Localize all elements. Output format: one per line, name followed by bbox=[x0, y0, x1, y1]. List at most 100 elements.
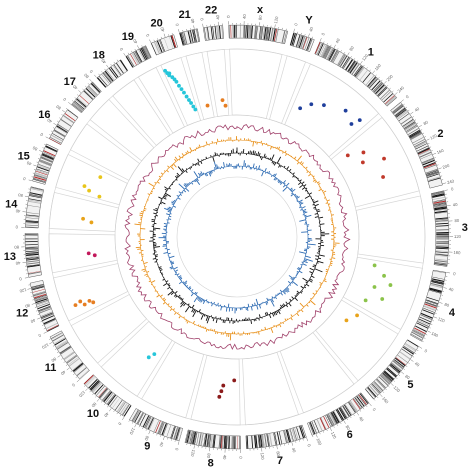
histogram-bar bbox=[200, 171, 204, 176]
band bbox=[424, 164, 437, 170]
band bbox=[290, 429, 294, 442]
tick bbox=[369, 403, 372, 407]
tick-marks: 0408012016020024004080120160200240040801… bbox=[14, 14, 462, 461]
band bbox=[196, 29, 200, 42]
band bbox=[198, 432, 202, 446]
band bbox=[133, 52, 140, 64]
histogram-bar bbox=[303, 210, 306, 213]
histogram-bar bbox=[270, 327, 274, 334]
band bbox=[367, 77, 377, 88]
histogram-bar bbox=[256, 142, 258, 145]
histogram-bar bbox=[278, 164, 281, 168]
band bbox=[414, 141, 427, 148]
tick bbox=[353, 58, 355, 60]
band bbox=[302, 37, 308, 50]
histogram-bar bbox=[265, 301, 268, 306]
histogram-bar bbox=[205, 172, 209, 177]
band bbox=[142, 47, 150, 59]
histogram-bar bbox=[187, 286, 191, 289]
histogram-bar bbox=[170, 260, 173, 263]
band bbox=[25, 237, 38, 239]
histogram-bar bbox=[318, 216, 324, 219]
band bbox=[380, 374, 390, 384]
band bbox=[278, 431, 283, 444]
histogram-bar bbox=[280, 304, 283, 309]
band bbox=[234, 436, 236, 449]
histogram-bar bbox=[259, 156, 262, 159]
band bbox=[435, 251, 449, 254]
histogram-bar bbox=[205, 299, 208, 302]
histogram-bar bbox=[171, 201, 175, 204]
band bbox=[86, 376, 96, 386]
band bbox=[76, 367, 87, 377]
band bbox=[203, 433, 206, 447]
histogram-bar bbox=[298, 309, 301, 312]
band bbox=[435, 225, 449, 227]
tick bbox=[323, 41, 325, 44]
histogram-bar bbox=[258, 318, 260, 321]
band bbox=[431, 279, 444, 283]
band bbox=[156, 40, 163, 53]
histogram-bar bbox=[198, 144, 201, 148]
histogram-bar bbox=[315, 255, 319, 257]
band bbox=[371, 80, 381, 91]
histogram-bar bbox=[294, 297, 298, 301]
band bbox=[25, 247, 39, 250]
band bbox=[160, 39, 165, 52]
histogram-bar bbox=[327, 209, 331, 211]
histogram-bar bbox=[178, 275, 182, 278]
band bbox=[366, 387, 376, 398]
histogram-bar bbox=[288, 275, 295, 280]
tick bbox=[131, 50, 133, 53]
tick-label: 0 bbox=[226, 15, 231, 18]
band bbox=[59, 345, 71, 354]
band bbox=[327, 48, 334, 60]
band bbox=[25, 252, 39, 254]
band bbox=[120, 403, 128, 414]
band bbox=[402, 119, 414, 127]
band bbox=[245, 25, 247, 38]
band bbox=[103, 391, 113, 402]
tick bbox=[202, 23, 204, 28]
histogram-bar bbox=[198, 176, 201, 179]
tick bbox=[42, 147, 45, 149]
histogram-bar bbox=[192, 309, 196, 313]
band bbox=[185, 430, 190, 443]
band bbox=[370, 384, 380, 394]
band bbox=[342, 405, 350, 417]
band bbox=[345, 59, 353, 71]
band bbox=[141, 47, 149, 59]
band bbox=[435, 217, 448, 220]
histogram-bar bbox=[283, 165, 286, 168]
histogram-bar bbox=[258, 153, 261, 157]
scatter-point bbox=[189, 101, 193, 105]
scatter-point bbox=[361, 150, 366, 155]
band bbox=[408, 129, 420, 137]
histogram-bar bbox=[251, 303, 254, 307]
band bbox=[34, 173, 48, 178]
tick-label: 0 bbox=[62, 96, 67, 102]
band bbox=[391, 362, 402, 371]
histogram-bar bbox=[181, 298, 184, 301]
histogram-bar bbox=[300, 309, 304, 313]
band bbox=[132, 52, 139, 64]
band bbox=[311, 421, 317, 434]
band bbox=[67, 109, 78, 118]
histogram-bar bbox=[162, 301, 166, 305]
band bbox=[42, 153, 54, 160]
band bbox=[33, 179, 46, 183]
band bbox=[431, 191, 445, 196]
histogram-bar bbox=[298, 182, 302, 185]
histogram-bar bbox=[271, 298, 274, 303]
histogram-bar bbox=[200, 298, 203, 303]
tick bbox=[96, 398, 100, 402]
histogram-bar bbox=[331, 214, 335, 216]
tick bbox=[393, 380, 395, 382]
band bbox=[123, 405, 132, 417]
tick bbox=[412, 116, 414, 118]
band bbox=[433, 203, 447, 206]
band bbox=[92, 382, 102, 393]
histogram-bar bbox=[278, 146, 281, 150]
histogram-bar bbox=[258, 331, 260, 335]
band bbox=[246, 25, 249, 38]
